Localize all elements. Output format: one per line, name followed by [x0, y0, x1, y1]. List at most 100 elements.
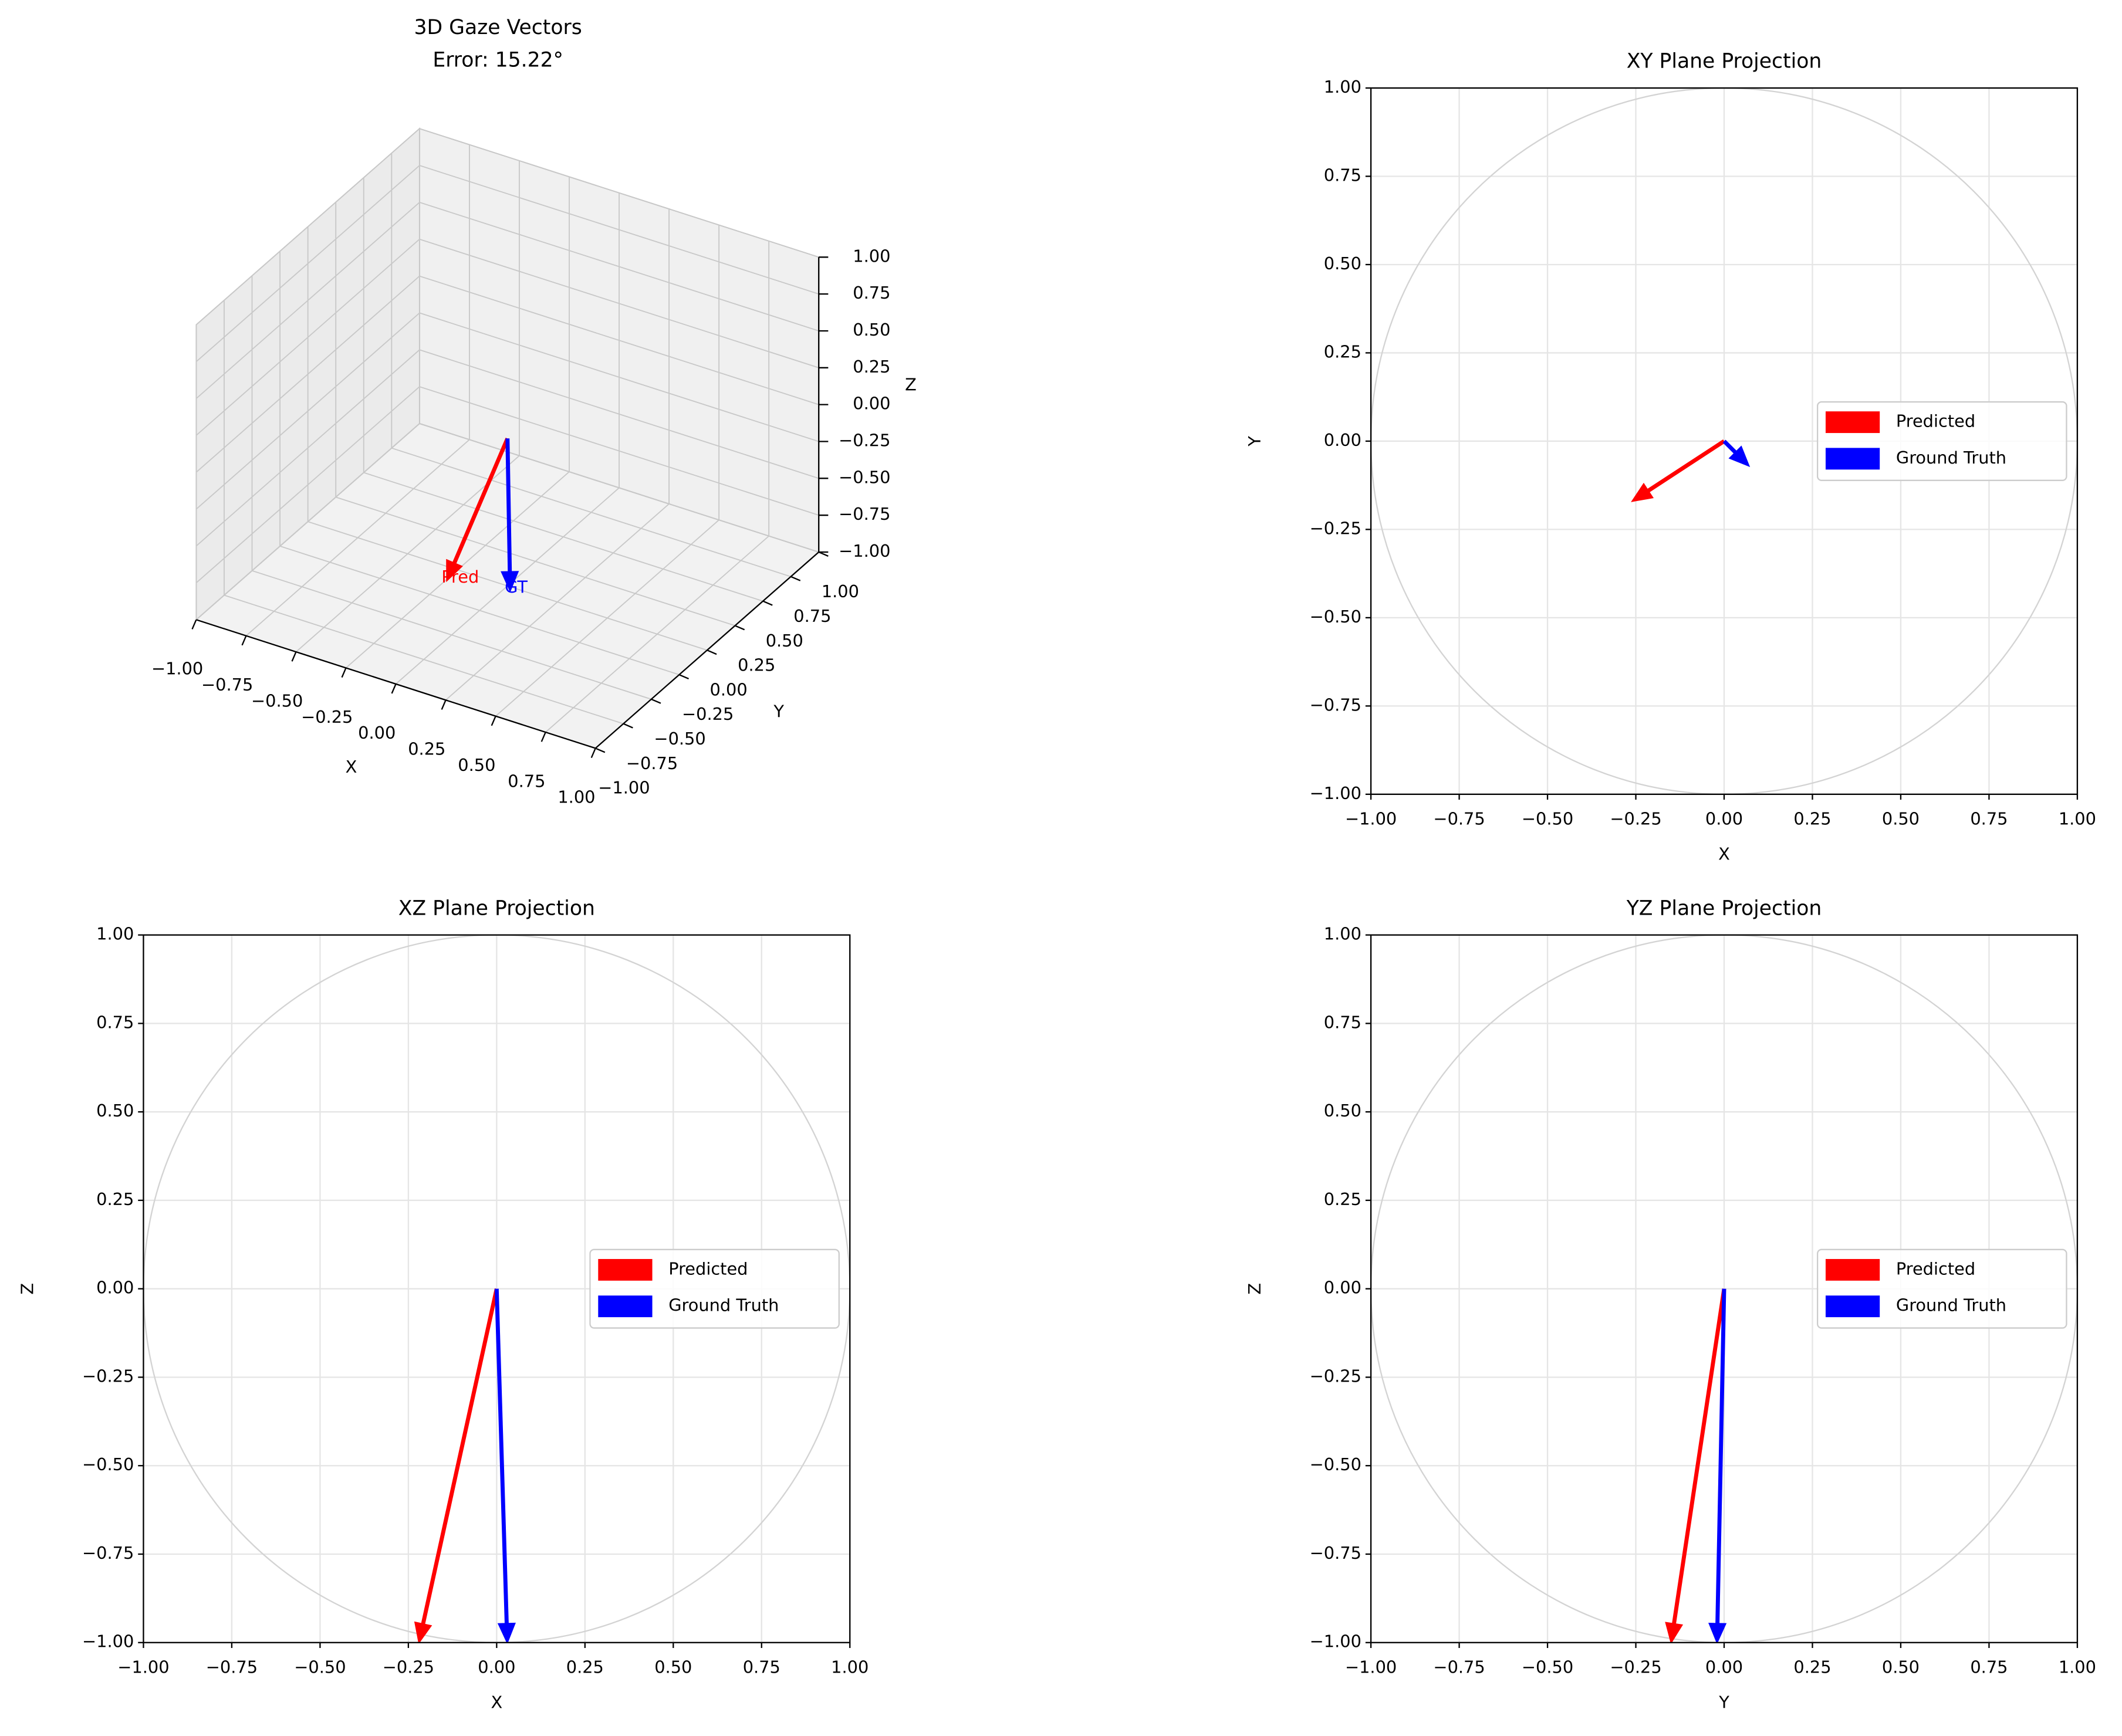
x-tick-label: −0.50: [1522, 1657, 1573, 1677]
arrow-head: [414, 1621, 432, 1643]
x-tick-label: 0.00: [1705, 809, 1743, 829]
grid-line: [195, 423, 420, 621]
grid-line: [279, 546, 680, 675]
x-tick-label: 0.00: [478, 1657, 515, 1677]
grid-line: [419, 349, 819, 479]
grid-line: [391, 447, 791, 577]
x-tick-label: 1.00: [2059, 1657, 2096, 1677]
y-axis-label: Z: [17, 1283, 37, 1295]
chart-subtitle: Error: 15.22°: [432, 48, 563, 72]
x-tick-label: 0.50: [458, 755, 495, 775]
x-tick-label: 0.50: [1882, 1657, 1920, 1677]
x-tick-label: 0.50: [654, 1657, 692, 1677]
x-tick-label: 1.00: [831, 1657, 869, 1677]
legend-swatch: [1825, 411, 1880, 434]
z-tick-label: 1.00: [853, 246, 890, 266]
x-axis-label: X: [1718, 844, 1730, 864]
legend-label: Predicted: [1896, 411, 1975, 431]
arrow-shaft: [452, 437, 509, 564]
tick: [590, 747, 596, 759]
grid-line: [195, 239, 420, 436]
chart-title: 3D Gaze Vectors: [414, 16, 582, 39]
arrow: [1631, 439, 1725, 502]
x-tick-label: 0.50: [1882, 809, 1920, 829]
axes-frame: [143, 934, 851, 1643]
x-tick-label: −1.00: [117, 1657, 169, 1677]
y-tick-label: 1.00: [1324, 924, 1361, 944]
axes-frame: [1370, 87, 2079, 795]
arrow: [414, 1288, 499, 1643]
x-tick-label: −0.75: [206, 1657, 258, 1677]
arrow-head: [1708, 1623, 1727, 1643]
chart-title: XZ Plane Projection: [398, 896, 595, 920]
y-axis-label: Y: [773, 701, 784, 721]
axes-frame: [1370, 934, 2079, 1643]
y-tick-label: 0.25: [1324, 341, 1361, 361]
tick: [651, 698, 661, 704]
x-tick-label: 0.75: [743, 1657, 780, 1677]
grid-line: [195, 202, 420, 399]
z-tick-label: 0.50: [853, 320, 890, 340]
y-tick-label: −0.75: [82, 1543, 134, 1563]
y-tick-label: −0.50: [654, 729, 705, 749]
legend: Predicted Ground Truth: [589, 1248, 840, 1329]
x-tick-label: −0.75: [201, 675, 253, 695]
legend-swatch: [1825, 1295, 1880, 1318]
arrow-shaft: [505, 438, 512, 572]
y-tick-label: 0.75: [96, 1012, 134, 1032]
legend: Predicted Ground Truth: [1816, 1248, 2067, 1329]
x-tick-label: −1.00: [151, 659, 203, 679]
grid-line: [419, 128, 819, 258]
arrow: [1708, 1288, 1727, 1643]
y-tick-label: 0.50: [1324, 253, 1361, 273]
tick: [623, 723, 633, 729]
tick: [341, 668, 347, 678]
y-tick-label: −1.00: [1310, 1632, 1361, 1652]
x-tick-label: −0.25: [301, 707, 353, 727]
y-tick-label: −0.25: [682, 704, 734, 724]
legend-swatch: [1825, 448, 1880, 470]
y-tick-label: 0.00: [710, 679, 748, 699]
arrow-shaft: [1672, 1288, 1726, 1625]
grid-line: [335, 496, 735, 627]
y-tick-label: 0.00: [1324, 1278, 1361, 1298]
arrow-head: [497, 1622, 516, 1643]
chart-title: XY Plane Projection: [1627, 50, 1822, 73]
tick: [707, 649, 717, 655]
grid-line: [195, 275, 420, 473]
arrow-head: [1631, 482, 1654, 502]
x-tick-label: −0.50: [251, 691, 303, 710]
z-tick-label: 0.25: [853, 357, 890, 377]
legend-swatch: [598, 1295, 653, 1318]
x-axis-label: X: [346, 757, 357, 777]
x-tick-label: 0.25: [1793, 809, 1831, 829]
tick: [191, 619, 197, 630]
arrow: [494, 1288, 516, 1643]
z-tick-label: −0.25: [839, 430, 890, 450]
tick: [441, 699, 447, 710]
axis-line: [594, 551, 819, 749]
z-tick-label: −0.50: [839, 467, 890, 487]
legend-label: Ground Truth: [1896, 1295, 2006, 1315]
x-tick-label: −0.25: [383, 1657, 434, 1677]
x-tick-label: 0.75: [508, 771, 545, 791]
legend-label: Ground Truth: [1896, 448, 2006, 468]
grid-line: [419, 386, 819, 516]
x-tick-label: 1.00: [557, 787, 595, 807]
x-tick-label: −0.50: [294, 1657, 346, 1677]
y-tick-label: −0.25: [1310, 518, 1361, 538]
grid-line: [419, 423, 819, 553]
y-tick-label: 0.25: [96, 1189, 134, 1209]
x-tick-label: −1.00: [1345, 809, 1397, 829]
x-tick-label: 0.25: [1793, 1657, 1831, 1677]
grid-line: [252, 570, 652, 700]
grid-line: [419, 312, 819, 442]
legend-label: Ground Truth: [668, 1295, 779, 1315]
arrow-head: [446, 559, 463, 583]
tick: [790, 576, 801, 581]
tick: [540, 732, 546, 742]
z-tick-label: 0.75: [853, 283, 890, 303]
x-tick-label: 0.75: [1970, 1657, 2008, 1677]
y-tick-label: 0.25: [1324, 1189, 1361, 1209]
